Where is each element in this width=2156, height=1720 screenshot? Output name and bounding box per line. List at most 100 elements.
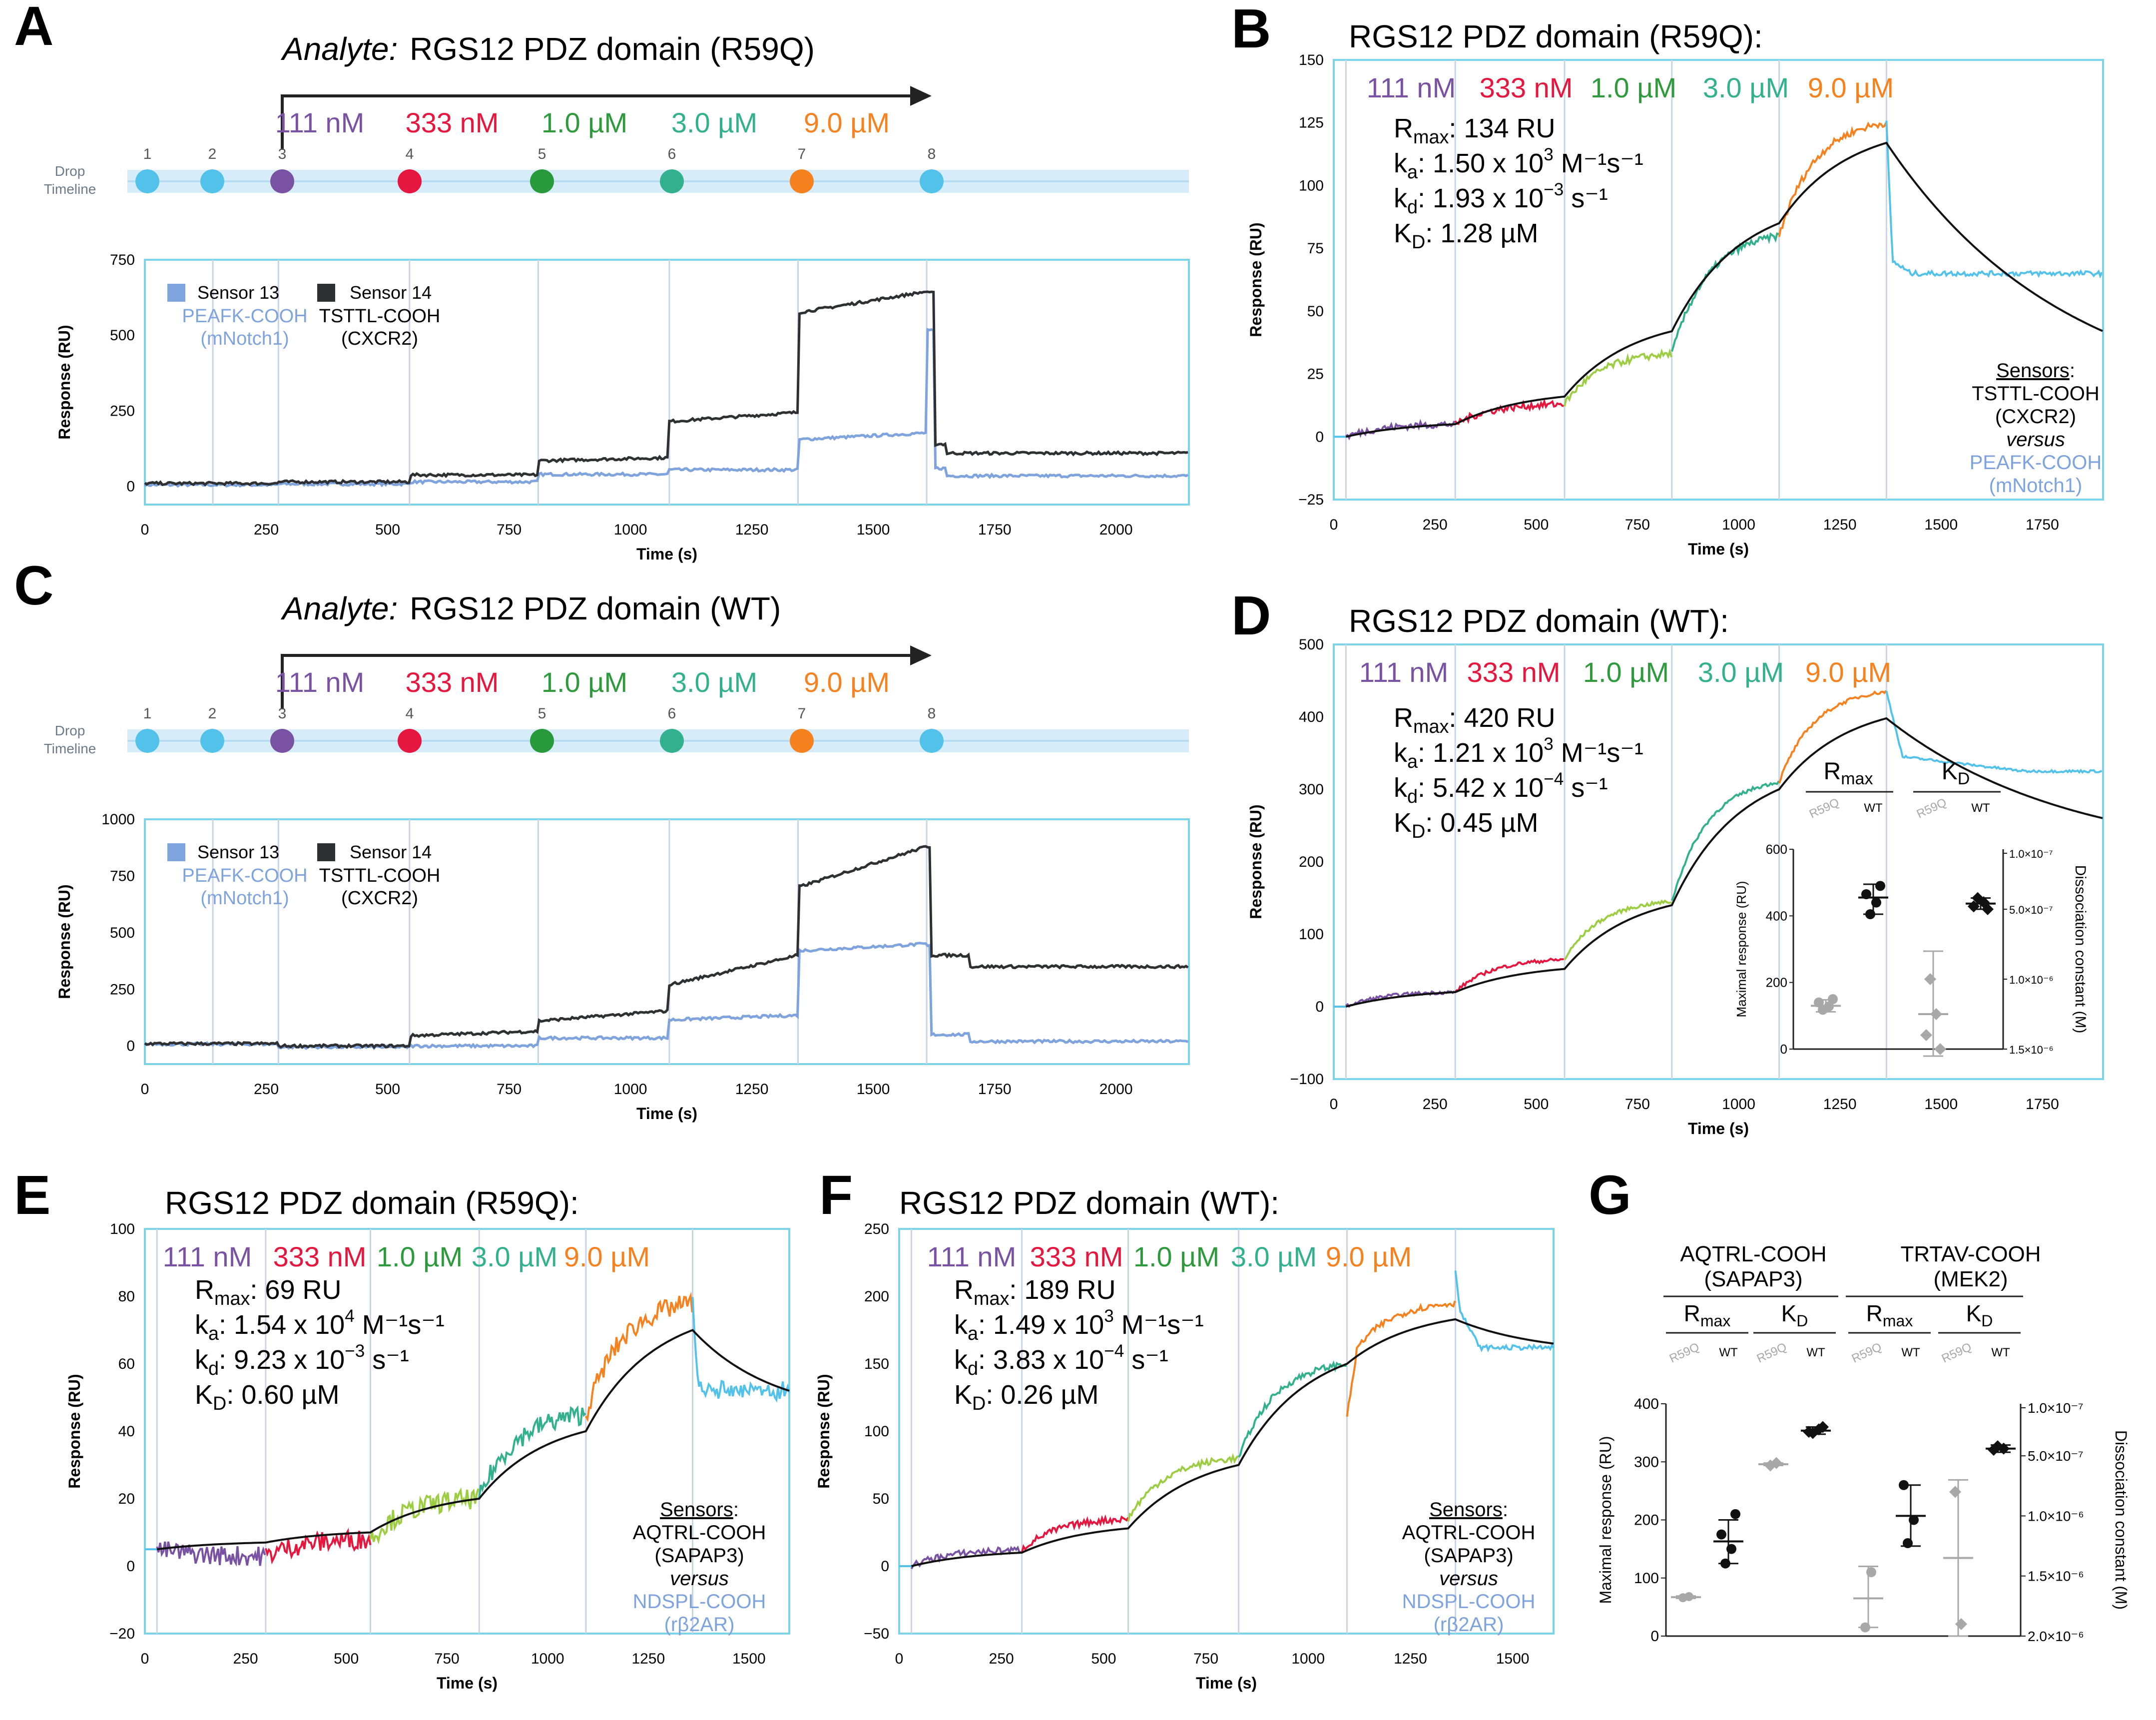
drop-marker (135, 729, 159, 753)
x-tick-label: 1500 (732, 1651, 766, 1667)
x-tick-label: 1500 (857, 522, 890, 538)
group-label: WT (1971, 801, 1990, 815)
panel-title: RGS12 PDZ domain (WT): (1349, 603, 1729, 639)
g-y-tick-left: 300 (1634, 1454, 1659, 1470)
kinetic-fit-curve (911, 1318, 1554, 1567)
concentration-label: 333 nM (273, 1241, 367, 1272)
sensor-13-trace (144, 328, 1189, 488)
y-tick-label: 125 (1299, 115, 1324, 131)
y-axis-label: Response (RU) (65, 1374, 83, 1488)
arrow-head (910, 645, 932, 665)
concentration-label: 111 nM (1359, 656, 1448, 688)
g-y-tick-right: 1.0×10⁻⁶ (2028, 1508, 2084, 1524)
x-tick-label: 1500 (1924, 517, 1958, 533)
x-tick-label: 1250 (631, 1651, 665, 1667)
concentration-label: 333 nM (1480, 72, 1573, 103)
x-tick-label: 2000 (1099, 522, 1133, 538)
y-tick-label: 100 (864, 1423, 889, 1440)
g-y-label-left: Maximal response (RU) (1597, 1436, 1615, 1604)
x-tick-label: 750 (1193, 1651, 1218, 1667)
kinetic-fit-curve (1345, 141, 2104, 438)
y-tick-label: −50 (864, 1626, 889, 1642)
x-tick-label: 250 (254, 1081, 279, 1098)
injection-segment-trace (1346, 1300, 1456, 1417)
concentration-label: 111 nM (163, 1241, 252, 1272)
concentration-label: 1.0 µM (541, 666, 627, 698)
inset-y-tick-left: 200 (1766, 975, 1787, 990)
ka-value: ka: 1.54 x 104 M⁻¹s⁻¹ (195, 1306, 445, 1344)
rmax-subheader: Rmax (1684, 1300, 1731, 1330)
g-y-tick-right: 2.0×10⁻⁶ (2028, 1629, 2084, 1644)
inset-point (1934, 1043, 1946, 1055)
x-tick-label: 500 (1091, 1651, 1116, 1667)
x-tick-label: 1500 (857, 1081, 890, 1098)
sensor-1-target: (SAPAP3) (1424, 1545, 1513, 1567)
drop-marker (790, 169, 814, 193)
x-axis-label: Time (s) (437, 1674, 498, 1692)
concentration-label: 111 nM (275, 107, 364, 138)
y-tick-label: −20 (109, 1626, 135, 1642)
sensor-1-peptide: AQTRL-COOH (633, 1522, 766, 1544)
x-tick-label: 500 (375, 1081, 400, 1098)
x-tick-label: 2000 (1099, 1081, 1133, 1098)
legend-swatch-sensor14 (317, 843, 335, 861)
drop-number: 5 (538, 146, 546, 162)
KD-value: KD: 1.28 µM (1394, 218, 1539, 253)
legend-sensor14-peptide: TSTTL-COOH (319, 306, 441, 327)
sensor-14-trace (144, 845, 1189, 1050)
panel-letter: F (819, 1164, 853, 1226)
x-tick-label: 1000 (1722, 1096, 1755, 1113)
analyte-arrow (281, 94, 919, 150)
concentration-label: 9.0 µM (1326, 1241, 1412, 1272)
drop-number: 8 (928, 705, 936, 722)
versus-label: versus (670, 1568, 729, 1590)
panel-letter: B (1231, 0, 1271, 59)
inset-y-label-right: Dissociation constant (M) (2072, 865, 2089, 1034)
versus-label: versus (2006, 429, 2065, 451)
inset-y-tick-left: 600 (1766, 842, 1787, 857)
sensor-2-target: (mNotch1) (1989, 475, 2083, 497)
g-y-tick-left: 100 (1634, 1570, 1659, 1587)
drop-marker (270, 169, 294, 193)
x-tick-label: 500 (334, 1651, 359, 1667)
sensor-1-peptide: AQTRL-COOH (1402, 1522, 1536, 1544)
y-tick-label: 75 (1307, 240, 1324, 257)
kd-value: kd: 3.83 x 10−4 s⁻¹ (954, 1341, 1168, 1379)
y-tick-label: 500 (110, 327, 135, 344)
concentration-label: 3.0 µM (671, 107, 757, 138)
drop-marker (200, 729, 224, 753)
drop-number: 2 (208, 705, 217, 722)
y-tick-label: 0 (126, 479, 135, 495)
analyte-name: RGS12 PDZ domain (WT) (410, 590, 781, 626)
group-header: (SAPAP3) (1704, 1267, 1802, 1291)
g-y-tick-right: 1.0×10⁻⁷ (2028, 1400, 2083, 1416)
x-tick-label: 1750 (978, 1081, 1012, 1098)
plot-frame (1333, 59, 2104, 501)
kinetic-fit-curve (156, 1329, 790, 1551)
y-tick-label: 100 (1299, 177, 1324, 194)
sensor-2-peptide: NDSPL-COOH (1402, 1591, 1536, 1613)
plot-frame (144, 259, 1190, 506)
inset-y-label-left: Maximal response (RU) (1734, 881, 1749, 1017)
y-tick-label: 25 (1307, 366, 1324, 383)
g-y-tick-right: 1.5×10⁻⁶ (2028, 1569, 2084, 1584)
x-tick-label: 0 (1330, 1096, 1338, 1113)
inset-point (1875, 881, 1885, 891)
concentration-label: 9.0 µM (804, 107, 890, 138)
concentration-label: 9.0 µM (564, 1241, 650, 1272)
x-tick-label: 1750 (2026, 1096, 2059, 1113)
x-tick-label: 500 (1524, 517, 1549, 533)
concentration-label: 333 nM (406, 107, 499, 138)
drop-number: 2 (208, 146, 217, 162)
legend-sensor14-peptide: TSTTL-COOH (319, 865, 441, 886)
injection-segment-trace (1670, 780, 1780, 901)
inset-point (1920, 1029, 1932, 1041)
panel-letter: C (14, 555, 53, 616)
legend-sensor13-target: (mNotch1) (200, 328, 289, 349)
y-tick-label: 750 (110, 252, 135, 268)
drop-number: 7 (798, 146, 806, 162)
injection-segment-trace (1564, 348, 1672, 407)
inset-y-tick-right: 1.0×10⁻⁶ (2009, 974, 2054, 986)
legend-sensor13-name: Sensor 13 (197, 842, 279, 862)
g-y-tick-left: 400 (1634, 1396, 1659, 1412)
